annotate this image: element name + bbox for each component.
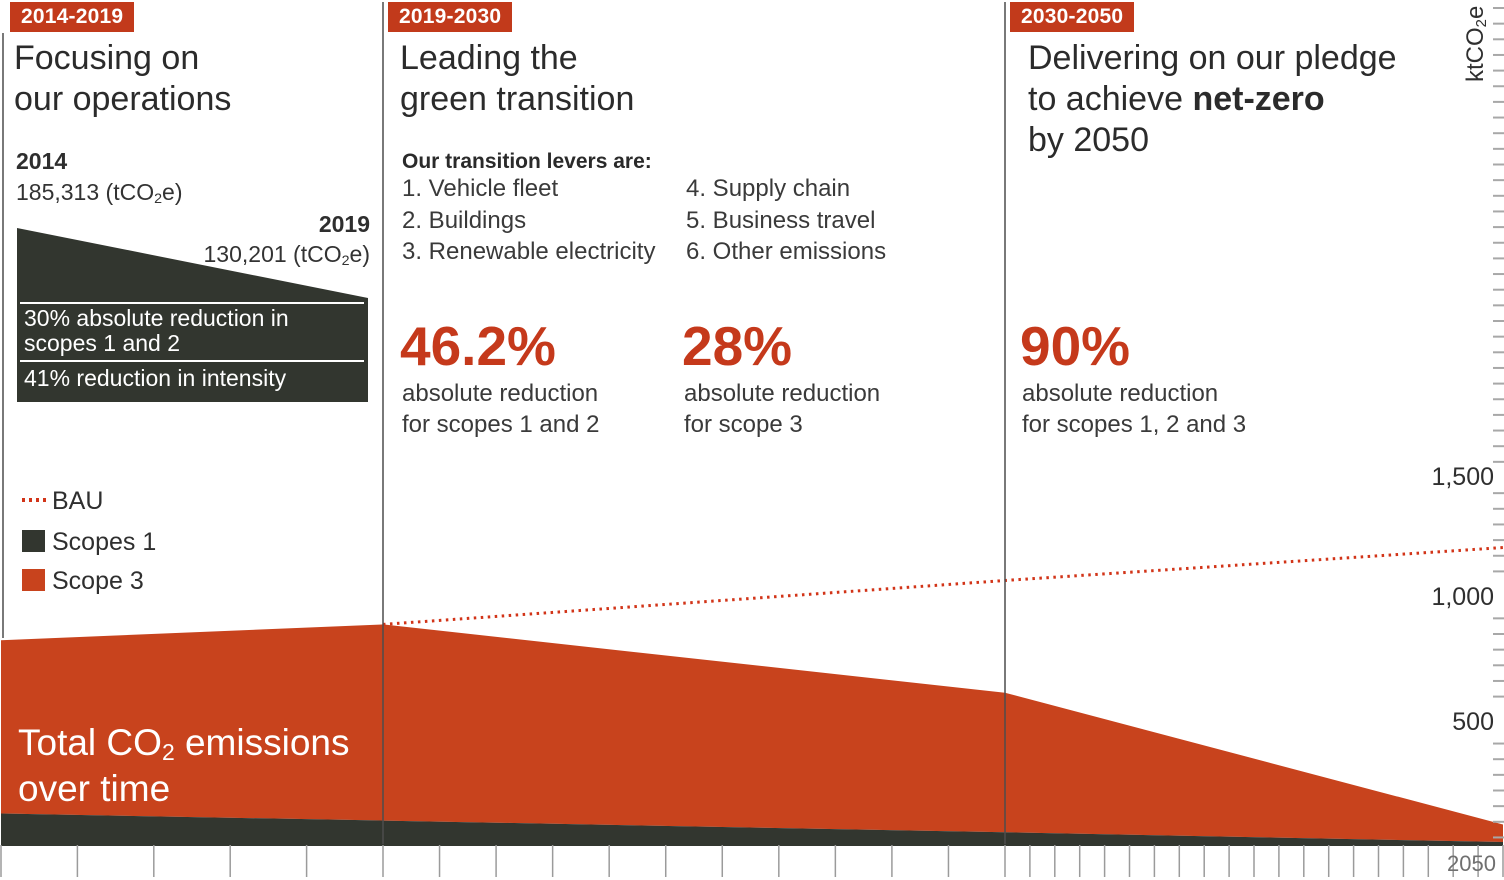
y-tick-label-500: 500 [1404, 708, 1494, 737]
caption-line1: absolute reduction [402, 380, 599, 407]
panel1-title: Focusing on our operations [14, 38, 231, 120]
period-badge-2014-2019: 2014-2019 [10, 2, 135, 32]
stat-90-pct: 90% [1020, 315, 1131, 377]
chart-title-line1: Total CO2 emissions [18, 722, 349, 768]
badge-label: 2014-2019 [21, 5, 124, 28]
caption-line2: for scope 3 [684, 411, 803, 438]
value-subscript: 2 [154, 190, 163, 207]
scopes1-area [1, 813, 1503, 846]
levers-column-1: 1. Vehicle fleet 2. Buildings 3. Renewab… [402, 173, 655, 268]
lever-item-business-travel: 5. Business travel [686, 206, 876, 234]
chart-title-overlay: Total CO2 emissions over time [18, 722, 349, 810]
legend-scope3-label: Scope 3 [52, 567, 144, 595]
panel1-title-line1: Focusing on [14, 39, 200, 77]
y-tick-label-1000: 1,000 [1404, 583, 1494, 612]
wedge-stat-line2: scopes 1 and 2 [24, 330, 181, 356]
period-badge-2019-2030: 2019-2030 [388, 2, 513, 32]
caption-line1: absolute reduction [1022, 380, 1219, 407]
value-text: 185,313 (tCO [16, 179, 155, 205]
stat-28-caption: absolute reduction for scope 3 [684, 378, 880, 440]
x-axis-label-2050: 2050 [1447, 851, 1496, 876]
panel3-title-line1: Delivering on our pledge [1028, 39, 1397, 77]
caption-line1: absolute reduction [684, 380, 881, 407]
badge-label: 2019-2030 [399, 5, 502, 28]
caption-line2: for scopes 1 and 2 [402, 411, 600, 438]
levers-column-2: 4. Supply chain 5. Business travel 6. Ot… [686, 173, 886, 268]
wedge-stat-line1: 30% absolute reduction in [24, 305, 289, 331]
year-2014-label: 2014 [16, 148, 68, 174]
panel3-title-line3: by 2050 [1028, 121, 1149, 159]
wedge-stat-30pct: 30% absolute reduction in scopes 1 and 2 [24, 306, 289, 356]
unit-subscript: 2 [1473, 19, 1490, 28]
lever-item-buildings: 2. Buildings [402, 206, 527, 234]
bau-dotted-line [382, 546, 1504, 626]
title-text-end: emissions [174, 722, 350, 763]
stat-46-2-caption: absolute reduction for scopes 1 and 2 [402, 378, 599, 440]
chart-title-line2: over time [18, 768, 171, 809]
lever-item-supply-chain: 4. Supply chain [686, 175, 851, 202]
stat-46-2-pct: 46.2% [400, 315, 556, 377]
legend-scopes1-label: Scopes 1 [52, 528, 157, 556]
y-tick-label-1500: 1,500 [1404, 463, 1494, 492]
emissions-2014-value: 185,313 (tCO2e) [16, 179, 183, 207]
value-subscript: 2 [341, 252, 350, 269]
panel3-title: Delivering on our pledge to achieve net-… [1028, 38, 1397, 161]
legend-bau-label: BAU [52, 487, 104, 515]
panel3-title-line2: to achieve net-zero [1028, 79, 1397, 120]
caption-line2: for scopes 1, 2 and 3 [1022, 411, 1247, 438]
emissions-2019-value: 130,201 (tCO2e) [170, 241, 370, 269]
legend-scopes1-swatch [22, 530, 45, 552]
panel2-title-line1: Leading the [400, 39, 578, 77]
title-subscript: 2 [161, 738, 175, 765]
unit-text-end: e [1462, 5, 1489, 20]
stat-28-pct: 28% [682, 315, 793, 377]
panel1-title-line2: our operations [14, 80, 232, 118]
panel2-title: Leading the green transition [400, 38, 634, 120]
y-axis-unit-label: ktCO2e [1462, 2, 1490, 82]
value-text-end: e) [349, 241, 370, 267]
scope3-area [1, 624, 1503, 843]
badge-label: 2030-2050 [1021, 5, 1124, 28]
reduction-wedge-shape [17, 228, 368, 402]
unit-text: ktCO [1462, 27, 1489, 82]
title-text: Total CO [18, 722, 162, 763]
stat-90-caption: absolute reduction for scopes 1, 2 and 3 [1022, 378, 1246, 440]
levers-title: Our transition levers are: [402, 150, 652, 173]
value-text-end: e) [162, 179, 183, 205]
lever-item-renewable-electricity: 3. Renewable electricity [402, 238, 656, 265]
wedge-stat-41pct: 41% reduction in intensity [24, 365, 287, 391]
year-2019-label: 2019 [318, 211, 370, 237]
lever-item-vehicle-fleet: 1. Vehicle fleet [402, 175, 559, 202]
legend-scope3-swatch [22, 569, 45, 591]
title-text: to achieve [1028, 80, 1193, 118]
period-badge-2030-2050: 2030-2050 [1010, 2, 1135, 32]
panel2-title-line2: green transition [400, 80, 635, 118]
net-zero-emphasis: net-zero [1192, 80, 1325, 118]
lever-item-other-emissions: 6. Other emissions [686, 238, 887, 265]
value-text: 130,201 (tCO [203, 241, 342, 267]
